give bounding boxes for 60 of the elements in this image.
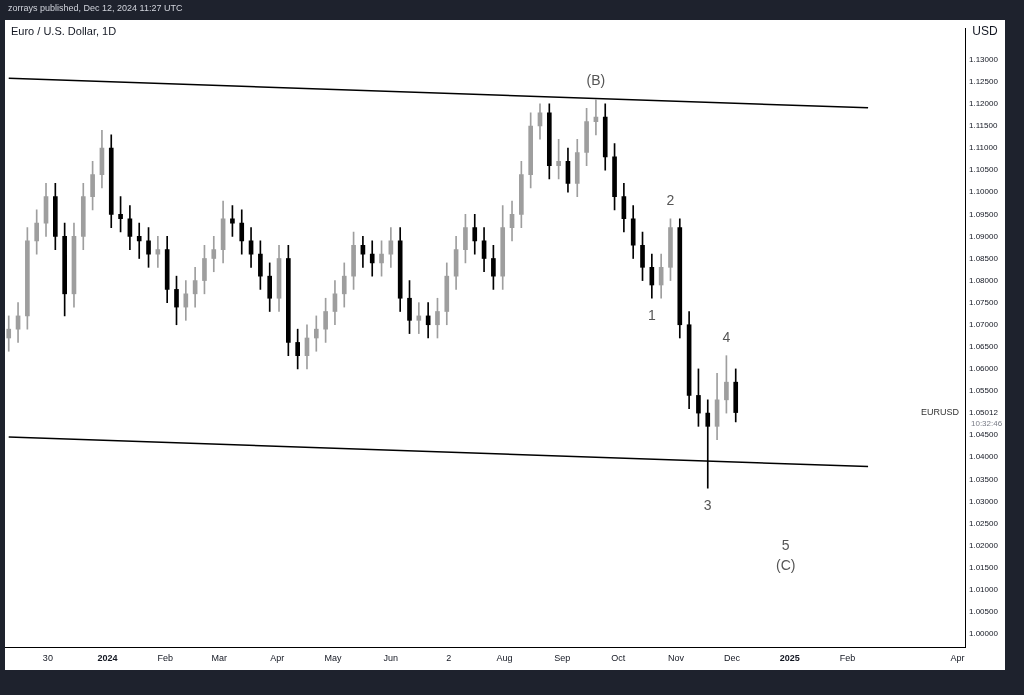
x-tick-label: Oct	[611, 653, 626, 664]
y-tick-label: 1.10000	[969, 187, 999, 197]
annotation: 3	[703, 497, 712, 514]
y-tick-label: 1.09500	[969, 209, 999, 219]
y-tick-label: 1.07500	[969, 297, 999, 307]
candlestick	[6, 315, 12, 352]
y-tick-label: 1.04000	[969, 452, 999, 462]
y-tick-label: 1.09000	[969, 231, 999, 241]
x-tick-label: 30	[42, 653, 53, 664]
x-tick-label: Mar	[211, 653, 228, 664]
x-tick-label: Apr	[950, 653, 965, 664]
chart-subtitle: zorrays published, Dec 12, 2024 11:27 UTC	[8, 3, 183, 13]
y-tick-label: 1.03500	[969, 474, 999, 484]
text: 10:32:46	[971, 418, 1003, 428]
x-tick-label: 2	[446, 653, 452, 664]
y-tick-label: 1.12000	[969, 99, 999, 109]
x-tick-label: 2025	[779, 653, 800, 664]
y-tick-label: 1.05500	[969, 386, 999, 396]
y-tick-label: 1.05012	[969, 407, 999, 417]
y-tick-label: 1.12500	[969, 77, 999, 87]
y-tick-label: 1.00000	[969, 629, 999, 639]
x-tick-label: Aug	[496, 653, 513, 664]
candlestick	[416, 302, 422, 334]
y-tick-label: 1.11500	[969, 121, 998, 131]
y-tick-label: 1.06000	[969, 364, 999, 374]
y-tick-label: 1.04500	[969, 430, 999, 440]
x-tick-label: Apr	[270, 653, 285, 664]
y-tick-label: 1.08500	[969, 253, 999, 263]
x-tick-label: May	[324, 653, 343, 664]
y-axis-title: USD	[972, 24, 998, 39]
candlestick	[369, 240, 375, 277]
annotation: (C)	[776, 557, 796, 574]
x-tick-label: Feb	[157, 653, 174, 664]
x-tick-label: Jun	[383, 653, 399, 664]
y-tick-label: 1.03000	[969, 496, 999, 506]
annotation: 4	[722, 328, 731, 345]
y-tick-label: 1.06500	[969, 342, 999, 352]
annotation: 2	[666, 191, 675, 208]
y-tick-label: 1.11000	[969, 143, 998, 153]
x-tick-label: Sep	[554, 653, 571, 664]
x-tick-label: 2024	[97, 653, 118, 664]
annotation: 1	[647, 307, 656, 324]
candlestick	[136, 222, 142, 259]
y-tick-label: 1.07000	[969, 319, 999, 329]
x-tick-label: Dec	[723, 653, 741, 664]
y-tick-label: 1.10500	[969, 165, 999, 175]
y-tick-label: 1.00500	[969, 607, 999, 617]
y-tick-label: 1.01000	[969, 584, 999, 594]
annotation: (B)	[586, 72, 606, 89]
annotation: EURUSD	[920, 407, 960, 418]
y-tick-label: 1.02000	[969, 540, 999, 550]
y-tick-label: 1.08000	[969, 275, 999, 285]
x-tick-label: Nov	[668, 653, 685, 664]
y-tick-label: 1.02500	[969, 518, 999, 528]
x-tick-label: Feb	[839, 653, 856, 664]
chart-title: Euro / U.S. Dollar, 1D	[11, 24, 117, 37]
y-tick-label: 1.13000	[969, 54, 999, 64]
y-tick-label: 1.01500	[969, 562, 999, 572]
candlestick	[313, 315, 319, 352]
annotation: 5	[781, 537, 790, 554]
